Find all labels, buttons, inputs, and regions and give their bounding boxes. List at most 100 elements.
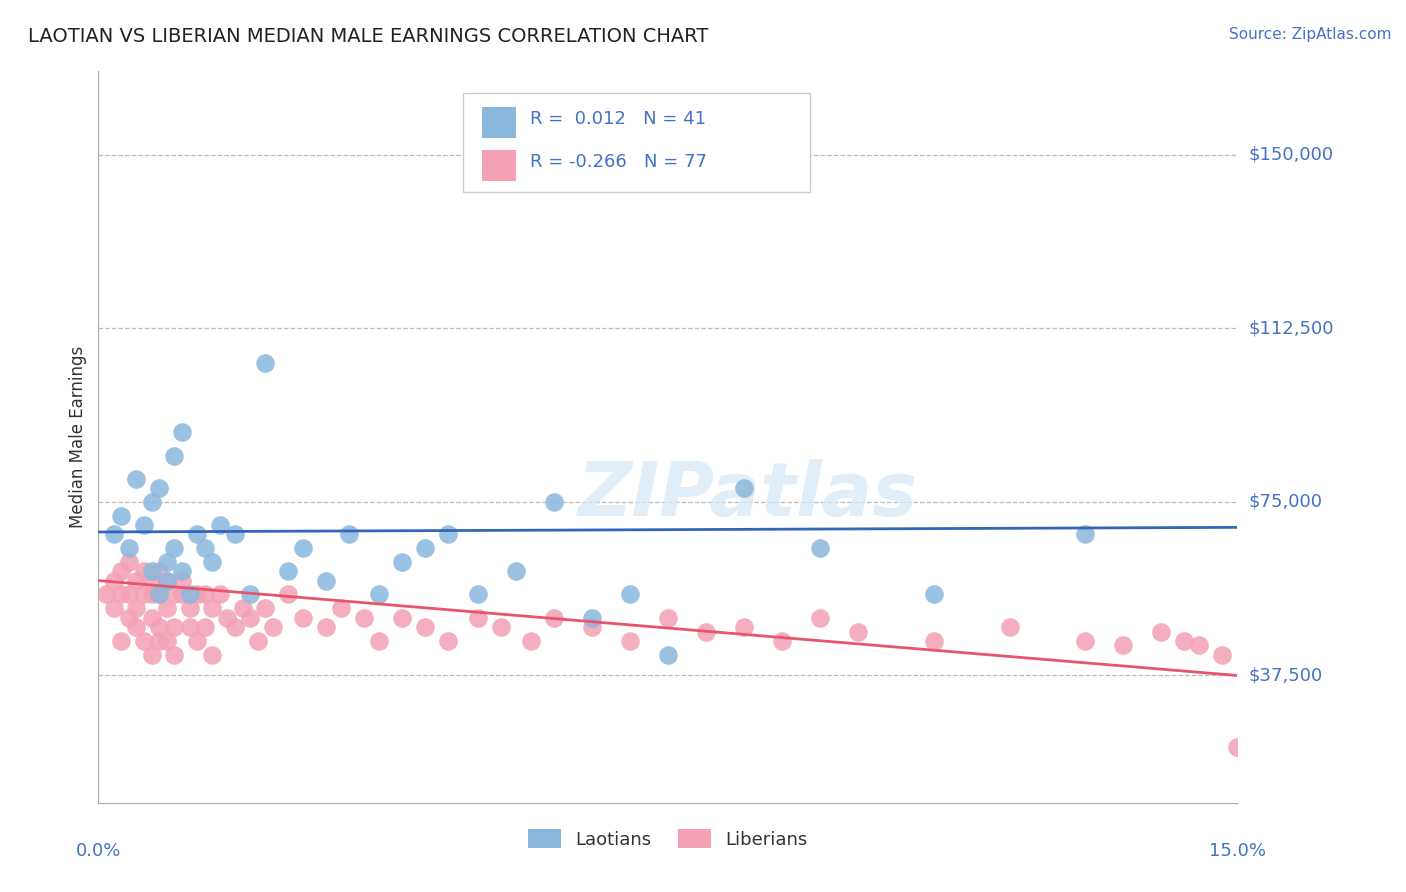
Point [1074,527,1097,541]
Point [170,574,193,588]
Point [194,620,217,634]
Legend: Laotians, Liberians: Laotians, Liberians [522,822,814,856]
Point [179,601,201,615]
Point [733,620,755,634]
Point [110,633,132,648]
Point [254,356,277,370]
Point [413,620,436,634]
Point [277,587,299,601]
Text: 15.0%: 15.0% [1209,842,1265,860]
Point [1150,624,1173,639]
Point [141,495,163,509]
Point [156,633,179,648]
Point [337,527,360,541]
Point [330,601,353,615]
Point [922,633,945,648]
Point [103,574,125,588]
Point [141,574,163,588]
Point [262,620,284,634]
Point [277,565,299,579]
Point [467,610,489,624]
Point [808,541,831,556]
Point [141,610,163,624]
Point [125,601,148,615]
Point [186,633,208,648]
Text: $37,500: $37,500 [1249,666,1323,684]
Point [201,601,224,615]
Text: Source: ZipAtlas.com: Source: ZipAtlas.com [1229,27,1392,42]
Point [148,565,170,579]
Point [520,633,543,648]
Point [733,481,755,495]
Point [467,587,489,601]
Text: 0.0%: 0.0% [76,842,121,860]
Point [239,610,262,624]
Point [148,481,170,495]
Y-axis label: Median Male Earnings: Median Male Earnings [69,346,87,528]
Point [368,633,391,648]
Text: $112,500: $112,500 [1249,319,1334,337]
Point [808,610,831,624]
Point [201,555,224,569]
Point [368,587,391,601]
Point [163,620,186,634]
Point [148,587,170,601]
Point [148,587,170,601]
Point [619,633,641,648]
Point [770,633,793,648]
Point [94,587,117,601]
Point [125,620,148,634]
Point [179,587,201,601]
Point [141,565,163,579]
Point [224,527,246,541]
Point [156,574,179,588]
Point [543,495,565,509]
Point [118,610,141,624]
Point [103,527,125,541]
Point [254,601,277,615]
Point [1226,740,1249,755]
Point [246,633,269,648]
Point [1188,639,1211,653]
Point [581,610,603,624]
Point [1074,633,1097,648]
Point [141,587,163,601]
Point [125,574,148,588]
FancyBboxPatch shape [482,107,516,138]
Point [1173,633,1195,648]
Text: LAOTIAN VS LIBERIAN MEDIAN MALE EARNINGS CORRELATION CHART: LAOTIAN VS LIBERIAN MEDIAN MALE EARNINGS… [28,27,709,45]
Point [695,624,717,639]
Text: $150,000: $150,000 [1249,145,1333,164]
Point [170,587,193,601]
Point [232,601,254,615]
Point [163,648,186,662]
Text: ZIPatlas: ZIPatlas [578,459,918,533]
Point [118,555,141,569]
Point [391,610,413,624]
Text: R =  0.012   N = 41: R = 0.012 N = 41 [530,110,706,128]
Point [125,472,148,486]
Point [186,587,208,601]
Point [194,541,217,556]
FancyBboxPatch shape [463,94,810,192]
Point [239,587,262,601]
Point [436,527,458,541]
Point [118,541,141,556]
Point [156,601,179,615]
Point [163,587,186,601]
Point [657,610,679,624]
Point [148,620,170,634]
Point [148,633,170,648]
Point [224,620,246,634]
Point [110,508,132,523]
Point [201,648,224,662]
Point [194,587,217,601]
Point [103,601,125,615]
Point [170,425,193,440]
Point [110,565,132,579]
Point [998,620,1021,634]
Point [505,565,527,579]
Point [163,541,186,556]
Point [208,518,231,533]
Point [156,555,179,569]
